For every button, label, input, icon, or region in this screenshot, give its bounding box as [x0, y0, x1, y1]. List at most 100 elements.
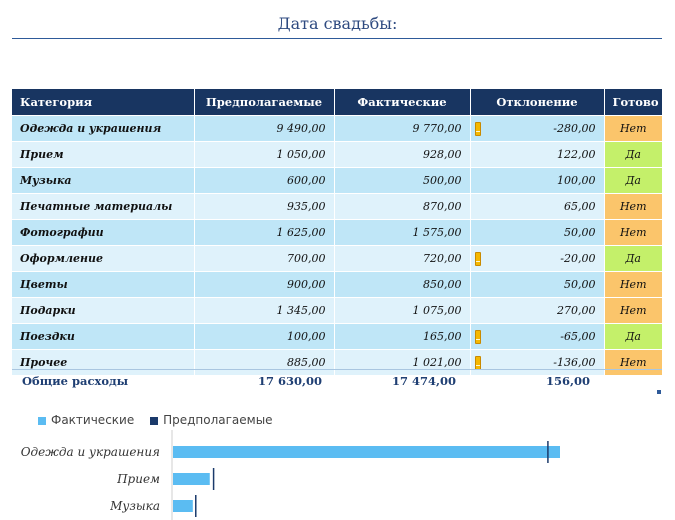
table-row: Музыка 600,00 500,00 100,00 Да: [12, 167, 662, 194]
deviation-value: 50,00: [564, 278, 596, 291]
cell-category[interactable]: Поездки: [12, 323, 195, 350]
chart-category-label: Прием: [116, 472, 160, 486]
table-row: Прочее 885,00 1 021,00 -136,00 Нет: [12, 349, 662, 375]
cell-category[interactable]: Прием: [12, 141, 195, 168]
table-row: Подарки 1 345,00 1 075,00 270,00 Нет: [12, 297, 662, 324]
totals-divider: [12, 369, 662, 370]
cell-actual[interactable]: 165,00: [334, 323, 471, 350]
totals-actual: 17 474,00: [391, 374, 456, 388]
table-row: Цветы 900,00 850,00 50,00 Нет: [12, 271, 662, 298]
cell-ready[interactable]: Да: [604, 141, 662, 168]
table-row: Оформление 700,00 720,00 -20,00 Да: [12, 245, 662, 272]
chart-legend: Фактические Предполагаемые: [38, 413, 285, 427]
deviation-value: 270,00: [557, 304, 596, 317]
deviation-value: 50,00: [564, 226, 596, 239]
legend-planned-label: Предполагаемые: [163, 413, 273, 427]
header-deviation[interactable]: Отклонение: [470, 89, 605, 116]
totals-deviation: 156,00: [545, 374, 590, 388]
cell-actual[interactable]: 850,00: [334, 271, 471, 298]
cell-actual[interactable]: 928,00: [334, 141, 471, 168]
cell-planned[interactable]: 1 050,00: [194, 141, 335, 168]
cell-ready[interactable]: Нет: [604, 193, 662, 220]
cell-actual[interactable]: 720,00: [334, 245, 471, 272]
table-row: Поездки 100,00 165,00 -65,00 Да: [12, 323, 662, 350]
deviation-value: -280,00: [553, 122, 596, 135]
cell-ready[interactable]: Нет: [604, 219, 662, 246]
table-row: Печатные материалы 935,00 870,00 65,00 Нет: [12, 193, 662, 220]
header-planned[interactable]: Предполагаемые: [194, 89, 335, 116]
legend-actual-swatch: [38, 416, 46, 425]
cell-planned[interactable]: 700,00: [194, 245, 335, 272]
warning-icon: [474, 252, 481, 266]
warning-icon: [474, 330, 481, 344]
table-header-row: Категория Предполагаемые Фактические Отк…: [12, 89, 662, 116]
cell-actual[interactable]: 1 075,00: [334, 297, 471, 324]
chart-category-label: Музыка: [109, 499, 160, 513]
cell-deviation[interactable]: -20,00: [470, 245, 605, 272]
deviation-value: -136,00: [553, 356, 596, 369]
cell-category[interactable]: Оформление: [12, 245, 195, 272]
cell-ready[interactable]: Нет: [604, 349, 662, 375]
warning-icon: [474, 122, 481, 136]
cell-category[interactable]: Подарки: [12, 297, 195, 324]
cell-actual[interactable]: 1 575,00: [334, 219, 471, 246]
cell-actual[interactable]: 870,00: [334, 193, 471, 220]
cell-category[interactable]: Одежда и украшения: [12, 115, 195, 142]
cell-actual[interactable]: 9 770,00: [334, 115, 471, 142]
cell-deviation[interactable]: 50,00: [470, 219, 605, 246]
totals-planned: 17 630,00: [257, 374, 322, 388]
header-actual[interactable]: Фактические: [334, 89, 471, 116]
deviation-value: 65,00: [564, 200, 596, 213]
chart-bar-actual[interactable]: [173, 500, 193, 512]
title-divider: [12, 38, 662, 39]
cell-ready[interactable]: Да: [604, 167, 662, 194]
legend-planned: Предполагаемые: [150, 413, 273, 427]
cell-category[interactable]: Цветы: [12, 271, 195, 298]
cell-deviation[interactable]: -136,00: [470, 349, 605, 375]
table-row: Одежда и украшения 9 490,00 9 770,00 -280,0…: [12, 115, 662, 142]
deviation-value: -65,00: [560, 330, 596, 343]
cell-ready[interactable]: Да: [604, 245, 662, 272]
page-title: Дата свадьбы:: [277, 14, 398, 33]
cell-planned[interactable]: 1 345,00: [194, 297, 335, 324]
cell-actual[interactable]: 1 021,00: [334, 349, 471, 375]
cell-deviation[interactable]: -65,00: [470, 323, 605, 350]
chart-bar-actual[interactable]: [173, 446, 560, 458]
cell-deviation[interactable]: -280,00: [470, 115, 605, 142]
cell-deviation[interactable]: 65,00: [470, 193, 605, 220]
deviation-value: 100,00: [557, 174, 596, 187]
cell-deviation[interactable]: 270,00: [470, 297, 605, 324]
cell-category[interactable]: Прочее: [12, 349, 195, 375]
chart-bar-actual[interactable]: [173, 473, 210, 485]
cell-ready[interactable]: Нет: [604, 115, 662, 142]
header-category[interactable]: Категория: [12, 89, 195, 116]
table-resize-handle[interactable]: [657, 390, 661, 394]
cell-planned[interactable]: 885,00: [194, 349, 335, 375]
budget-chart: Одежда и украшения Прием Музыка: [21, 430, 560, 520]
legend-actual: Фактические: [38, 413, 134, 427]
chart-category-label: Одежда и украшения: [21, 445, 160, 459]
cell-category[interactable]: Музыка: [12, 167, 195, 194]
deviation-value: 122,00: [557, 148, 596, 161]
table-row: Фотографии 1 625,00 1 575,00 50,00 Нет: [12, 219, 662, 246]
cell-deviation[interactable]: 122,00: [470, 141, 605, 168]
cell-deviation[interactable]: 100,00: [470, 167, 605, 194]
cell-ready[interactable]: Нет: [604, 297, 662, 324]
legend-planned-swatch: [150, 416, 159, 425]
header-ready[interactable]: Готово: [604, 89, 662, 116]
cell-actual[interactable]: 500,00: [334, 167, 471, 194]
budget-table: Категория Предполагаемые Фактические Отк…: [12, 89, 662, 375]
cell-category[interactable]: Печатные материалы: [12, 193, 195, 220]
cell-planned[interactable]: 935,00: [194, 193, 335, 220]
cell-ready[interactable]: Да: [604, 323, 662, 350]
cell-planned[interactable]: 9 490,00: [194, 115, 335, 142]
cell-planned[interactable]: 600,00: [194, 167, 335, 194]
table-row: Прием 1 050,00 928,00 122,00 Да: [12, 141, 662, 168]
warning-icon: [474, 356, 481, 370]
cell-category[interactable]: Фотографии: [12, 219, 195, 246]
cell-planned[interactable]: 100,00: [194, 323, 335, 350]
cell-deviation[interactable]: 50,00: [470, 271, 605, 298]
cell-planned[interactable]: 900,00: [194, 271, 335, 298]
cell-ready[interactable]: Нет: [604, 271, 662, 298]
cell-planned[interactable]: 1 625,00: [194, 219, 335, 246]
